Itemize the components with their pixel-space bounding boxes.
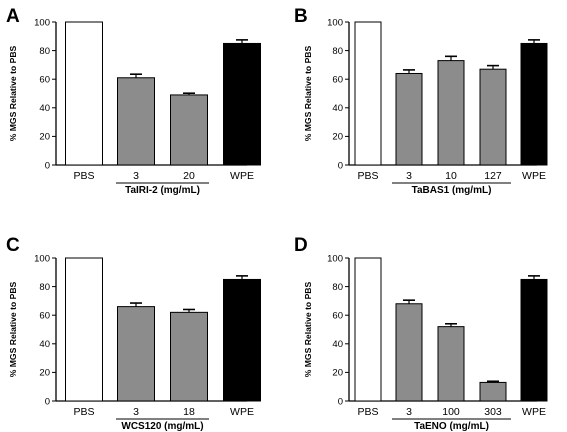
- y-tick-label: 20: [39, 132, 50, 143]
- x-tick-label: PBS: [73, 170, 94, 182]
- panel-label: B: [294, 6, 308, 27]
- bar-18: [170, 311, 208, 402]
- bar-pbs: [354, 21, 382, 166]
- x-tick-label: 100: [442, 406, 460, 418]
- bar-pbs: [354, 257, 382, 402]
- panel-label: D: [294, 235, 308, 256]
- y-tick-label: 80: [39, 46, 50, 57]
- bar-wpe: [520, 42, 548, 166]
- y-axis-label: % MGS Relative to PBS: [8, 45, 18, 141]
- y-tick-label: 60: [332, 311, 343, 322]
- x-tick-label: 127: [484, 170, 502, 182]
- bar-3: [395, 72, 423, 166]
- x-tick-label: PBS: [73, 406, 94, 418]
- x-tick-label: PBS: [357, 170, 378, 182]
- y-tick-label: 100: [34, 17, 50, 28]
- x-tick-label: 3: [133, 406, 139, 418]
- y-axis-label: % MGS Relative to PBS: [303, 45, 313, 141]
- bar-pbs: [65, 21, 103, 166]
- bar-3: [117, 77, 155, 166]
- y-tick-label: 60: [332, 75, 343, 86]
- y-tick-label: 100: [327, 253, 343, 264]
- x-tick-label: 3: [133, 170, 139, 182]
- x-tick-label: 20: [183, 170, 195, 182]
- x-tick-label: 3: [406, 170, 412, 182]
- y-tick-label: 40: [39, 103, 50, 114]
- bar-wpe: [223, 278, 261, 402]
- x-tick-label: 10: [445, 170, 457, 182]
- bar-3: [395, 303, 423, 402]
- group-label: WCS120 (mg/mL): [121, 421, 203, 432]
- y-axis-label: % MGS Relative to PBS: [8, 281, 18, 377]
- y-tick-label: 20: [39, 368, 50, 379]
- y-tick-label: 0: [45, 396, 50, 407]
- bar-20: [170, 94, 208, 166]
- x-tick-label: WPE: [522, 406, 546, 418]
- y-tick-label: 80: [332, 282, 343, 293]
- group-label: TaBAS1 (mg/mL): [412, 185, 492, 196]
- y-tick-label: 100: [327, 17, 343, 28]
- panel-label: C: [6, 235, 20, 256]
- y-tick-label: 40: [39, 339, 50, 350]
- bar-303: [479, 381, 507, 402]
- x-tick-label: PBS: [357, 406, 378, 418]
- bar-wpe: [223, 42, 261, 166]
- group-label: TaENO (mg/mL): [414, 421, 489, 432]
- y-tick-label: 0: [338, 396, 343, 407]
- panel-B: B % MGS Relative to PBS 0 20 40 60 80 100 PBS 3 10…: [294, 6, 548, 196]
- y-tick-label: 40: [332, 103, 343, 114]
- y-tick-label: 0: [45, 160, 50, 171]
- bar-100: [437, 326, 465, 402]
- x-tick-label: WPE: [230, 170, 254, 182]
- y-tick-label: 60: [39, 311, 50, 322]
- panel-A: A % MGS Relative to PBS 0 20 40 60 80 100 PBS 3 20…: [6, 6, 261, 196]
- x-tick-label: 303: [484, 406, 502, 418]
- x-tick-label: WPE: [522, 170, 546, 182]
- y-tick-label: 60: [39, 75, 50, 86]
- y-tick-label: 100: [34, 253, 50, 264]
- bar-wpe: [520, 278, 548, 402]
- x-tick-label: 3: [406, 406, 412, 418]
- panel-C: C % MGS Relative to PBS 0 20 40 60 80 100 PBS 3 18…: [6, 235, 261, 432]
- y-tick-label: 80: [39, 282, 50, 293]
- x-tick-label: 18: [183, 406, 195, 418]
- bar-10: [437, 60, 465, 166]
- y-tick-label: 0: [338, 160, 343, 171]
- y-tick-label: 20: [332, 368, 343, 379]
- bar-127: [479, 68, 507, 166]
- y-tick-label: 80: [332, 46, 343, 57]
- bar-pbs: [65, 257, 103, 402]
- bar-3: [117, 306, 155, 402]
- y-tick-label: 40: [332, 339, 343, 350]
- y-axis-label: % MGS Relative to PBS: [303, 281, 313, 377]
- y-tick-label: 20: [332, 132, 343, 143]
- x-tick-label: WPE: [230, 406, 254, 418]
- panel-label: A: [6, 6, 20, 27]
- group-label: TaIRI-2 (mg/mL): [125, 185, 200, 196]
- panel-D: D % MGS Relative to PBS 0 20 40 60 80 100 PBS 3 10…: [294, 235, 548, 432]
